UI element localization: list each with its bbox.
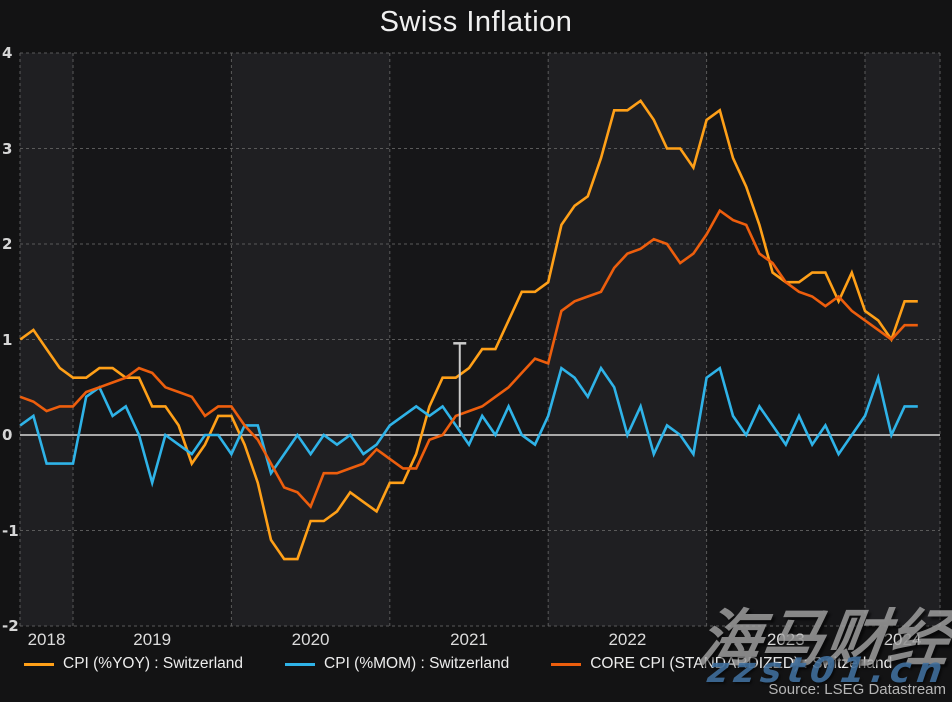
y-tick-label-4: 4 [2, 44, 13, 62]
legend-swatch-cpi_yoy [24, 662, 54, 666]
chart-title: Swiss Inflation [379, 6, 573, 38]
y-tick-label--1: -1 [2, 521, 19, 540]
x-tick-label-2024: 2024 [883, 630, 922, 649]
y-tick-label-0: 0 [2, 426, 13, 444]
y-tick-label-2: 2 [2, 235, 13, 253]
y-tick-label-1: 1 [2, 330, 13, 349]
x-tick-label-2021: 2021 [450, 630, 488, 649]
legend-label-cpi_mom: CPI (%MOM) : Switzerland [324, 655, 510, 672]
source-credit: Source: LSEG Datastream [768, 681, 946, 698]
legend-label-cpi_yoy: CPI (%YOY) : Switzerland [63, 655, 244, 672]
series-line-cpi_mom [19, 365, 918, 488]
legend-swatch-core_cpi [551, 662, 582, 666]
legend-swatch-cpi_mom [285, 662, 316, 666]
x-tick-label-2022: 2022 [608, 630, 647, 649]
x-tick-label-2019: 2019 [133, 630, 172, 649]
legend: CPI (%YOY) : Switzerland CPI (%MOM) : Swi… [24, 653, 892, 675]
legend-label-core_cpi: CORE CPI (STANDARDIZED) : Switzerland [590, 655, 893, 672]
legend-item-cpi_yoy: CPI (%YOY) : Switzerland [24, 655, 243, 673]
legend-item-cpi_mom: CPI (%MOM) : Switzerland [285, 655, 509, 673]
y-tick-label-3: 3 [2, 139, 13, 158]
y-tick-label--2: -2 [2, 617, 19, 635]
x-tick-label-2020: 2020 [291, 630, 330, 649]
legend-item-core_cpi: CORE CPI (STANDARDIZED) : Switzerland [551, 655, 892, 673]
x-tick-label-2018: 2018 [27, 630, 66, 649]
series-line-cpi_yoy [19, 98, 918, 561]
x-tick-label-2023: 2023 [766, 630, 805, 649]
series-line-core_cpi [19, 208, 918, 510]
